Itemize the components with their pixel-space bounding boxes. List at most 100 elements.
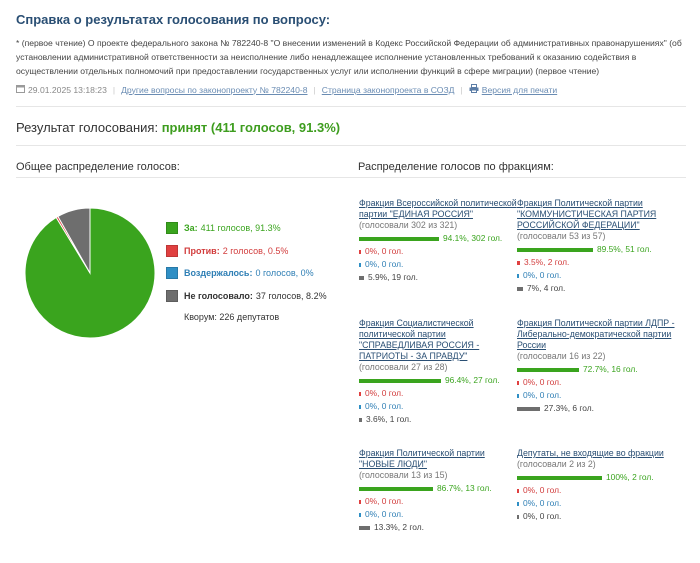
faction-block: Фракция Социалистической политической па… xyxy=(359,318,519,425)
faction-vote-text: 0%, 0 гол. xyxy=(523,270,562,280)
faction-vote-row-for: 96.4%, 27 гол. xyxy=(359,375,519,386)
faction-vote-bar-against xyxy=(517,380,519,385)
faction-vote-bar-for xyxy=(517,475,602,480)
faction-name-link[interactable]: Депутаты, не входящие во фракции xyxy=(517,448,664,458)
meta-bar: 29.01.2025 13:18:23 | Другие вопросы по … xyxy=(16,84,557,95)
faction-vote-row-for: 100%, 2 гол. xyxy=(517,472,677,483)
faction-vote-row-abstained: 0%, 0 гол. xyxy=(359,401,519,412)
legend-label: Воздержалось: xyxy=(184,268,253,278)
faction-vote-text: 3.5%, 2 гол. xyxy=(524,257,570,267)
faction-vote-bar-not-voted xyxy=(517,286,523,291)
faction-name-link[interactable]: Фракция Социалистической политической па… xyxy=(359,318,480,361)
faction-vote-bar-abstained xyxy=(359,404,361,409)
faction-vote-row-not-voted: 0%, 0 гол. xyxy=(517,511,677,522)
faction-name-link[interactable]: Фракция Всероссийской политической парти… xyxy=(359,198,517,219)
faction-name-link[interactable]: Фракция Политической партии ЛДПР - Либер… xyxy=(517,318,675,350)
faction-vote-text: 96.4%, 27 гол. xyxy=(445,375,500,385)
faction-vote-row-not-voted: 27.3%, 6 гол. xyxy=(517,403,677,414)
divider xyxy=(16,106,686,107)
legend-value: 37 голосов, 8.2% xyxy=(255,290,327,301)
faction-block: Фракция Всероссийской политической парти… xyxy=(359,198,519,283)
faction-vote-row-abstained: 0%, 0 гол. xyxy=(359,259,519,270)
faction-vote-bar-abstained xyxy=(517,393,519,398)
faction-vote-row-abstained: 0%, 0 гол. xyxy=(359,509,519,520)
page-title: Справка о результатах голосования по воп… xyxy=(16,12,331,27)
print-version-link[interactable]: Версия для печати xyxy=(481,84,558,95)
faction-vote-bar-not-voted xyxy=(517,514,519,519)
faction-block: Фракция Политической партии ЛДПР - Либер… xyxy=(517,318,677,414)
faction-vote-row-not-voted: 7%, 4 гол. xyxy=(517,283,677,294)
faction-vote-text: 0%, 0 гол. xyxy=(365,496,404,506)
faction-vote-text: 0%, 0 гол. xyxy=(365,509,404,519)
faction-name-link[interactable]: Фракция Политической партии "НОВЫЕ ЛЮДИ" xyxy=(359,448,485,469)
faction-vote-bar-against xyxy=(517,488,519,493)
faction-vote-bar-for xyxy=(359,236,439,241)
faction-vote-text: 0%, 0 гол. xyxy=(365,388,404,398)
other-questions-link[interactable]: Другие вопросы по законопроекту № 782240… xyxy=(121,84,308,95)
faction-vote-text: 0%, 0 гол. xyxy=(523,485,562,495)
faction-voted-count: (голосовали 13 из 15) xyxy=(359,470,448,480)
faction-vote-bar-abstained xyxy=(517,273,519,278)
divider xyxy=(16,177,686,178)
faction-vote-text: 5.9%, 19 гол. xyxy=(368,272,418,282)
faction-vote-row-abstained: 0%, 0 гол. xyxy=(517,498,677,509)
faction-vote-text: 13.3%, 2 гол. xyxy=(374,522,424,532)
legend-swatch-against xyxy=(166,244,178,257)
faction-vote-bar-not-voted xyxy=(359,525,370,530)
legend-swatch-for xyxy=(166,222,178,234)
faction-voted-count: (голосовали 16 из 22) xyxy=(517,351,606,361)
calendar-icon xyxy=(16,84,25,95)
faction-vote-bar-against xyxy=(517,260,520,265)
faction-vote-row-for: 94.1%, 302 гол. xyxy=(359,233,519,244)
faction-vote-text: 0%, 0 гол. xyxy=(523,511,562,521)
faction-voted-count: (голосовали 302 из 321) xyxy=(359,220,458,230)
question-description: * (первое чтение) О проекте федерального… xyxy=(16,38,682,76)
faction-vote-bar-against xyxy=(359,499,361,504)
faction-vote-row-for: 72.7%, 16 гол. xyxy=(517,364,677,375)
legend-label: За: xyxy=(184,223,198,233)
faction-vote-text: 89.5%, 51 гол. xyxy=(597,244,652,254)
faction-vote-bar-abstained xyxy=(359,262,361,267)
faction-vote-bar-for xyxy=(359,378,441,383)
vote-result: Результат голосования: принят (411 голос… xyxy=(16,120,340,135)
factions-section-title: Распределение голосов по фракциям: xyxy=(358,161,554,173)
faction-vote-row-for: 89.5%, 51 гол. xyxy=(517,244,677,255)
faction-block: Фракция Политической партии "НОВЫЕ ЛЮДИ"… xyxy=(359,448,519,533)
faction-vote-text: 0%, 0 гол. xyxy=(523,377,562,387)
faction-vote-text: 0%, 0 гол. xyxy=(365,401,404,411)
faction-vote-bar-not-voted xyxy=(517,406,540,411)
faction-vote-text: 0%, 0 гол. xyxy=(523,498,562,508)
legend-value: 0 голосов, 0% xyxy=(255,268,314,278)
faction-vote-text: 27.3%, 6 гол. xyxy=(544,403,594,413)
faction-vote-text: 94.1%, 302 гол. xyxy=(443,233,503,243)
faction-voted-count: (голосовали 27 из 28) xyxy=(359,362,448,372)
sozd-page-link[interactable]: Страница законопроекта в СОЗД xyxy=(321,84,455,95)
overall-pie-chart xyxy=(24,207,156,339)
faction-vote-row-against: 0%, 0 гол. xyxy=(359,388,519,399)
faction-vote-bar-for xyxy=(517,247,593,252)
faction-vote-text: 72.7%, 16 гол. xyxy=(583,364,638,374)
faction-vote-row-against: 0%, 0 гол. xyxy=(517,377,677,388)
legend-against: Против: 2 голосов, 0.5% xyxy=(166,244,327,257)
faction-vote-text: 0%, 0 гол. xyxy=(365,259,404,269)
faction-vote-row-abstained: 0%, 0 гол. xyxy=(517,390,677,401)
legend-label: Не голосовало: xyxy=(184,290,253,301)
faction-vote-row-not-voted: 3.6%, 1 гол. xyxy=(359,414,519,425)
faction-vote-bar-against xyxy=(359,249,361,254)
legend-swatch-not-voted xyxy=(166,289,178,302)
faction-vote-text: 0%, 0 гол. xyxy=(523,390,562,400)
result-label: Результат голосования: xyxy=(16,120,159,135)
faction-block: Депутаты, не входящие во фракции (голосо… xyxy=(517,448,677,522)
faction-name-link[interactable]: Фракция Политической партии "КОММУНИСТИЧ… xyxy=(517,198,657,230)
faction-voted-count: (голосовали 2 из 2) xyxy=(517,459,596,469)
legend-for: За: 411 голосов, 91.3% xyxy=(166,222,327,234)
faction-vote-bar-not-voted xyxy=(359,417,362,422)
pie-slice-not-voted xyxy=(57,207,91,275)
faction-vote-row-not-voted: 5.9%, 19 гол. xyxy=(359,272,519,283)
legend-abstained: Воздержалось: 0 голосов, 0% xyxy=(166,267,327,279)
faction-vote-text: 86.7%, 13 гол. xyxy=(437,483,492,493)
printer-icon xyxy=(469,84,479,95)
faction-vote-bar-for xyxy=(359,486,433,491)
quorum-text: Кворум: 226 депутатов xyxy=(184,312,280,322)
overall-section-title: Общее распределение голосов: xyxy=(16,161,180,173)
